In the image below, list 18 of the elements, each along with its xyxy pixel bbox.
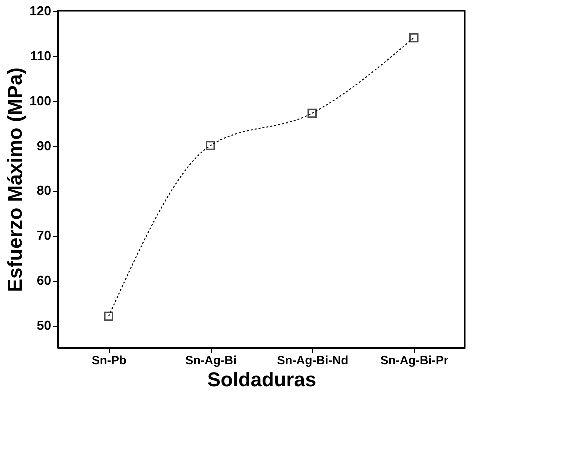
y-tick-label: 80 <box>37 183 52 198</box>
y-tick-label: 100 <box>30 93 52 108</box>
y-tick-label: 110 <box>30 48 52 64</box>
point <box>206 141 216 150</box>
y-tick-label: 120 <box>30 4 52 18</box>
y-tick-label: 50 <box>37 318 52 334</box>
x-tick-label: Sn-Ag-Bi-Nd <box>277 354 349 368</box>
point <box>410 33 419 43</box>
y-tick-label: 70 <box>37 228 52 244</box>
x-axis-title: Soldaduras <box>208 370 316 392</box>
x-tick-label: Sn-Ag-Bi <box>185 354 237 368</box>
point <box>104 312 114 322</box>
y-tick-label: 60 <box>37 273 52 288</box>
x-tick-label: Sn-Ag-Bi-Pr <box>380 354 449 368</box>
point <box>308 108 317 118</box>
x-tick-label: Sn-Pb <box>92 354 127 368</box>
y-axis-title: Esfuerzo Máximo (MPa) <box>4 68 27 292</box>
y-tick-label: 90 <box>37 138 52 154</box>
